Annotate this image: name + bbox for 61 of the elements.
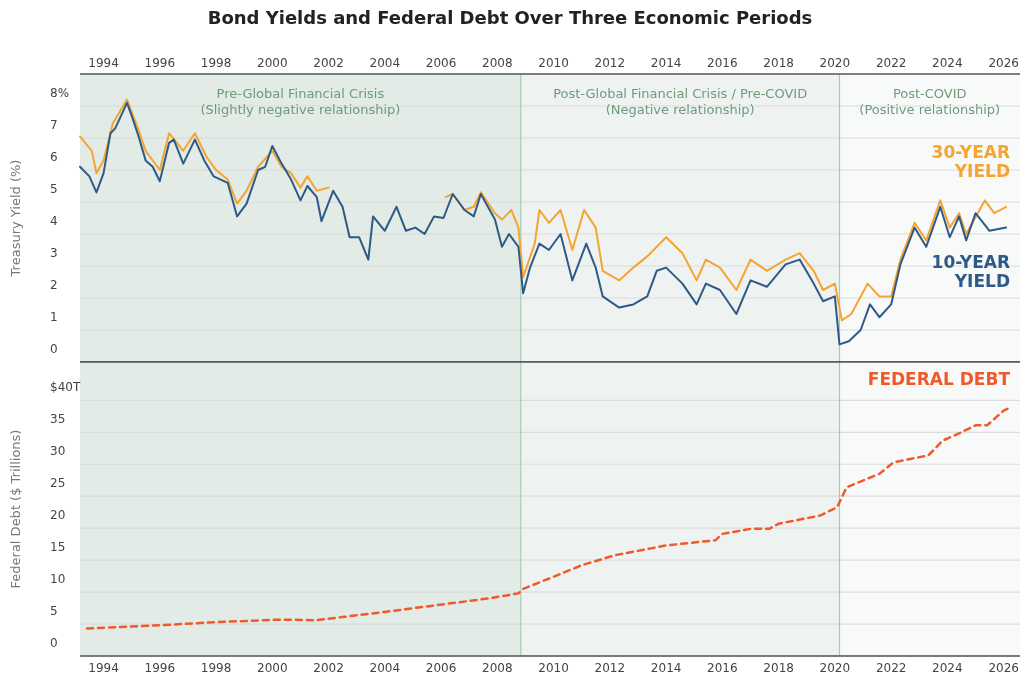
- y-tick-label: 10: [50, 572, 66, 587]
- x-tick-label: 2010: [538, 661, 569, 674]
- y-tick-label: 6: [50, 150, 58, 164]
- y-tick-label: 0: [50, 342, 58, 356]
- x-tick-label: 1998: [200, 661, 232, 674]
- x-tick-label: 2004: [369, 56, 401, 70]
- y-tick-label: 4: [50, 214, 58, 228]
- x-tick-label: 2010: [538, 56, 569, 70]
- x-tick-label: 1994: [88, 661, 119, 674]
- y-tick-label: 7: [50, 118, 58, 132]
- y-tick-label: 35: [50, 412, 66, 427]
- x-tick-label: 2012: [594, 661, 626, 674]
- y-tick-label: 5: [50, 182, 58, 196]
- x-tick-label: 2024: [932, 56, 963, 70]
- y-tick-label: 30: [50, 444, 66, 459]
- y-tick-label: 5: [50, 604, 58, 619]
- y-tick-label: 25: [50, 476, 66, 491]
- y-axis-title: Treasury Yield (%): [8, 159, 23, 278]
- x-tick-label: 2012: [594, 56, 626, 70]
- band-label: Pre-Global Financial Crisis (Slightly negative relationship): [200, 86, 401, 117]
- x-tick-label: 2002: [313, 661, 344, 674]
- series-label: 10-YEAR YIELD: [931, 251, 1010, 291]
- x-tick-label: 2014: [650, 661, 682, 674]
- x-tick-label: 2016: [707, 56, 738, 70]
- x-tick-label: 2008: [482, 56, 513, 70]
- x-tick-label: 2016: [707, 661, 738, 674]
- x-tick-label: 2024: [932, 661, 963, 674]
- x-tick-label: 2014: [650, 56, 682, 70]
- x-tick-label: 1996: [144, 56, 176, 70]
- x-tick-label: 1994: [88, 56, 119, 70]
- band-label: Post-COVID (Positive relationship): [859, 86, 1001, 117]
- band-label: Post-Global Financial Crisis / Pre-COVID (Negative relationship): [553, 86, 808, 117]
- series-label: 30-YEAR YIELD: [931, 141, 1010, 181]
- x-tick-label: 2006: [425, 661, 457, 674]
- x-tick-label: 2002: [313, 56, 344, 70]
- x-tick-label: 2020: [819, 661, 851, 674]
- y-tick-label: 8%: [50, 86, 70, 100]
- x-tick-label: 1996: [144, 661, 176, 674]
- y-tick-label: 2: [50, 278, 58, 292]
- x-tick-label: 2026: [988, 661, 1019, 674]
- x-tick-label: 2022: [875, 56, 907, 70]
- series-label: FEDERAL DEBT: [867, 369, 1011, 390]
- x-tick-label: 2018: [763, 56, 794, 70]
- y-tick-label: 20: [50, 508, 66, 523]
- y-tick-label: 15: [50, 540, 66, 555]
- x-tick-label: 2004: [369, 661, 401, 674]
- y-tick-label: 3: [50, 246, 58, 260]
- y-tick-label: $40T: [50, 380, 81, 395]
- x-tick-label: 2018: [763, 661, 794, 674]
- y-axis-title: Federal Debt ($ Trillions): [8, 429, 23, 589]
- chart-title: Bond Yields and Federal Debt Over Three Economic Periods: [207, 7, 813, 28]
- x-tick-label: 2000: [257, 661, 288, 674]
- x-tick-label: 2000: [257, 56, 288, 70]
- y-tick-label: 1: [50, 310, 58, 324]
- x-tick-label: 1998: [200, 56, 232, 70]
- x-tick-label: 2006: [425, 56, 457, 70]
- y-tick-label: 0: [50, 636, 58, 650]
- x-tick-label: 2022: [875, 661, 907, 674]
- x-tick-label: 2026: [988, 56, 1019, 70]
- x-tick-label: 2020: [819, 56, 851, 70]
- x-tick-label: 2008: [482, 661, 513, 674]
